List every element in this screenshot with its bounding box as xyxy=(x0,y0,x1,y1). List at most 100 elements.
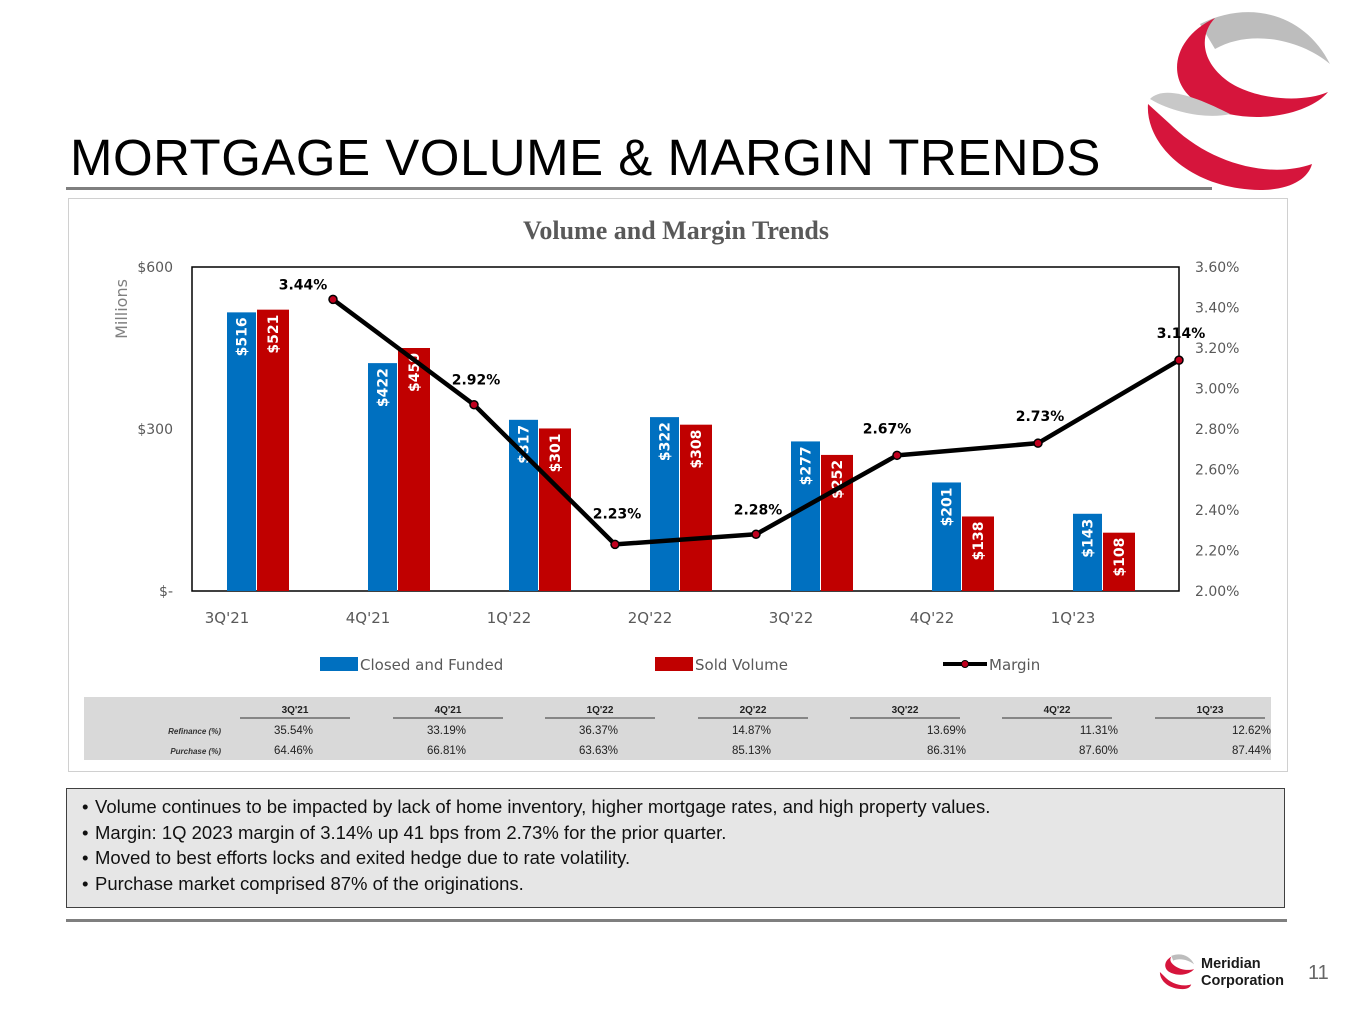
x-tick-label: 2Q'22 xyxy=(628,609,673,627)
bar-closed-funded xyxy=(650,417,679,591)
margin-data-label: 3.14% xyxy=(1157,326,1206,342)
title-divider xyxy=(66,187,1212,190)
bar-data-label: $201 xyxy=(940,487,956,526)
y2-tick-label: 2.40% xyxy=(1195,503,1239,519)
table-column-header: 1Q'22 xyxy=(587,705,614,716)
bar-data-label: $108 xyxy=(1112,538,1128,577)
bar-closed-funded xyxy=(932,482,961,591)
x-tick-label: 4Q'22 xyxy=(910,609,955,627)
company-name-line2: Corporation xyxy=(1201,973,1284,989)
bar-sold-volume xyxy=(257,309,289,591)
table-column-header: 2Q'22 xyxy=(740,705,767,716)
margin-data-label: 2.67% xyxy=(863,421,912,437)
y2-tick-label: 3.00% xyxy=(1195,382,1239,398)
margin-point xyxy=(1033,438,1043,448)
footer-divider xyxy=(66,919,1287,922)
margin-data-label: 2.23% xyxy=(593,506,642,522)
footer-logo-swirl-gray xyxy=(1171,954,1195,965)
table-cell: 35.54% xyxy=(274,725,313,737)
table-column-header: 4Q'22 xyxy=(1044,705,1071,716)
note-item: Margin: 1Q 2023 margin of 3.14% up 41 bp… xyxy=(82,820,1284,846)
table-cell: 36.37% xyxy=(579,725,618,737)
table-cell: 87.60% xyxy=(1079,745,1118,757)
logo-swirl-gray-top xyxy=(1200,12,1330,65)
y2-tick-label: 2.00% xyxy=(1195,584,1239,600)
note-item: Moved to best efforts locks and exited h… xyxy=(82,845,1284,871)
note-item: Purchase market comprised 87% of the ori… xyxy=(82,871,1284,897)
bar-sold-volume xyxy=(539,428,571,591)
x-tick-label: 3Q'21 xyxy=(205,609,250,627)
notes-list: Volume continues to be impacted by lack … xyxy=(82,794,1284,897)
legend-label: Sold Volume xyxy=(695,656,788,674)
bar-data-label: $422 xyxy=(376,368,392,407)
note-item: Volume continues to be impacted by lack … xyxy=(82,794,1284,820)
table-cell: 64.46% xyxy=(274,745,313,757)
bar-data-label: $301 xyxy=(548,433,564,472)
brand-swirl-logo xyxy=(1147,12,1330,190)
page-number: 11 xyxy=(1308,962,1329,984)
bar-closed-funded xyxy=(227,312,256,591)
page-title: MORTGAGE VOLUME & MARGIN TRENDS xyxy=(70,129,1101,186)
footer-logo-swirl-top xyxy=(1165,956,1195,975)
bar-data-label: $317 xyxy=(517,425,533,464)
bar-closed-funded xyxy=(1073,513,1102,591)
legend-label: Margin xyxy=(989,656,1040,674)
bar-closed-funded xyxy=(791,441,820,591)
legend-swatch xyxy=(655,657,693,671)
margin-point xyxy=(892,450,902,461)
notes-box: Volume continues to be impacted by lack … xyxy=(66,788,1285,908)
table-cell: 13.69% xyxy=(927,725,966,737)
margin-point xyxy=(1174,355,1184,365)
bar-sold-volume xyxy=(821,454,853,591)
footer-logo xyxy=(1159,954,1195,990)
x-tick-label: 4Q'21 xyxy=(346,609,391,627)
y-tick-label: $600 xyxy=(137,260,173,276)
y2-tick-label: 3.40% xyxy=(1195,301,1239,317)
bar-sold-volume xyxy=(962,516,994,591)
footer-logo-swirl-bottom xyxy=(1159,972,1192,990)
margin-data-label: 3.44% xyxy=(279,277,328,293)
footer-company-name: Meridian Corporation xyxy=(1201,956,1284,990)
table-column-header: 3Q'22 xyxy=(892,705,919,716)
margin-point xyxy=(751,529,761,540)
table-cell: 66.81% xyxy=(427,745,466,757)
bar-data-label: $521 xyxy=(266,315,282,354)
margin-data-label: 2.92% xyxy=(452,373,501,389)
bar-sold-volume xyxy=(680,424,712,591)
bar-data-label: $516 xyxy=(235,317,251,356)
table-column-header: 4Q'21 xyxy=(435,705,462,716)
logo-swirl-red-bottom xyxy=(1147,104,1312,190)
logo-swirl-gray-bottom xyxy=(1150,92,1230,116)
volume-margin-chart: Volume and Margin Trends Millions $600 $3… xyxy=(84,216,1271,760)
bar-data-label: $138 xyxy=(971,521,987,560)
logo-swirl-red-top xyxy=(1177,18,1328,117)
bar-closed-funded xyxy=(509,419,538,591)
chart-title: Volume and Margin Trends xyxy=(523,216,829,245)
table-cell: 87.44% xyxy=(1232,745,1271,757)
legend-marker xyxy=(961,660,969,668)
bar-data-label: $308 xyxy=(689,430,705,469)
y2-tick-label: 2.20% xyxy=(1195,544,1239,560)
table-column-header: 3Q'21 xyxy=(282,705,309,716)
y-axis-label: Millions xyxy=(112,279,131,339)
table-cell: 86.31% xyxy=(927,745,966,757)
table-cell: 12.62% xyxy=(1232,725,1271,737)
margin-point xyxy=(469,399,479,410)
table-background xyxy=(84,697,1271,760)
bar-data-label: $143 xyxy=(1081,519,1097,558)
bar-sold-volume xyxy=(1103,532,1135,591)
x-tick-label: 1Q'23 xyxy=(1051,609,1096,627)
y-tick-label: $- xyxy=(159,584,173,600)
table-cell: 33.19% xyxy=(427,725,466,737)
legend-label: Closed and Funded xyxy=(360,656,503,674)
table-cell: 14.87% xyxy=(732,725,771,737)
y2-tick-label: 3.20% xyxy=(1195,341,1239,357)
bar-data-label: $322 xyxy=(658,422,674,461)
table-column-header: 1Q'23 xyxy=(1197,705,1224,716)
table-row-label: Purchase (%) xyxy=(170,747,221,756)
x-tick-label: 3Q'22 xyxy=(769,609,814,627)
y2-tick-label: 2.60% xyxy=(1195,463,1239,479)
bar-data-label: $277 xyxy=(799,446,815,485)
margin-data-label: 2.73% xyxy=(1016,409,1065,425)
table-cell: 85.13% xyxy=(732,745,771,757)
